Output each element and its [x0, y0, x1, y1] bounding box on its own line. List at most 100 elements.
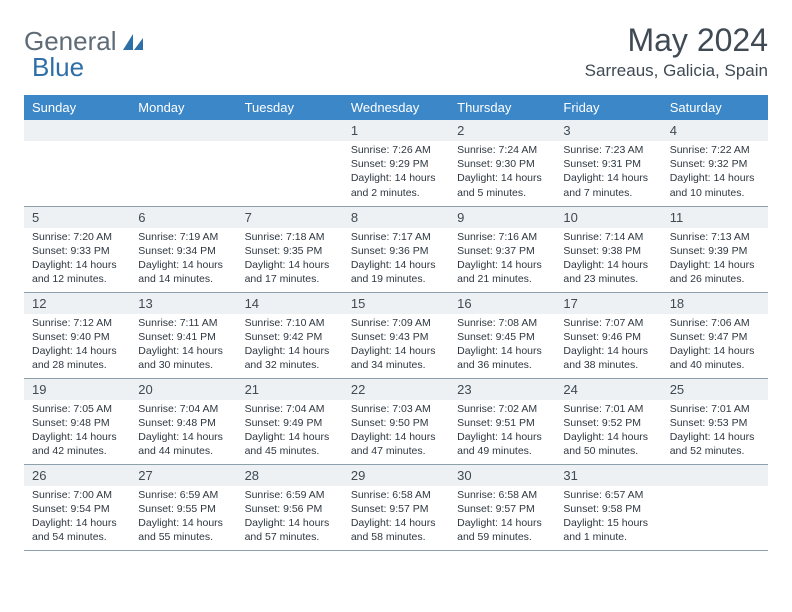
day-number: 29 [343, 465, 449, 486]
day-sun-data: Sunrise: 7:14 AMSunset: 9:38 PMDaylight:… [555, 228, 661, 291]
calendar-day-cell: 8Sunrise: 7:17 AMSunset: 9:36 PMDaylight… [343, 206, 449, 292]
calendar-empty-cell [237, 120, 343, 206]
day-sun-data: Sunrise: 6:57 AMSunset: 9:58 PMDaylight:… [555, 486, 661, 549]
day-sun-data: Sunrise: 6:58 AMSunset: 9:57 PMDaylight:… [449, 486, 555, 549]
day-number: 22 [343, 379, 449, 400]
day-sun-data: Sunrise: 7:22 AMSunset: 9:32 PMDaylight:… [662, 141, 768, 204]
day-sun-data: Sunrise: 7:16 AMSunset: 9:37 PMDaylight:… [449, 228, 555, 291]
calendar-week-row: 1Sunrise: 7:26 AMSunset: 9:29 PMDaylight… [24, 120, 768, 206]
calendar-day-cell: 13Sunrise: 7:11 AMSunset: 9:41 PMDayligh… [130, 292, 236, 378]
calendar-week-row: 12Sunrise: 7:12 AMSunset: 9:40 PMDayligh… [24, 292, 768, 378]
weekday-header: Wednesday [343, 95, 449, 120]
weekday-header: Tuesday [237, 95, 343, 120]
day-number: 23 [449, 379, 555, 400]
month-title: May 2024 [585, 22, 768, 59]
day-sun-data: Sunrise: 7:07 AMSunset: 9:46 PMDaylight:… [555, 314, 661, 377]
day-sun-data: Sunrise: 7:10 AMSunset: 9:42 PMDaylight:… [237, 314, 343, 377]
day-number: 31 [555, 465, 661, 486]
calendar-day-cell: 23Sunrise: 7:02 AMSunset: 9:51 PMDayligh… [449, 378, 555, 464]
calendar-empty-cell [662, 464, 768, 550]
day-number: 19 [24, 379, 130, 400]
calendar-day-cell: 2Sunrise: 7:24 AMSunset: 9:30 PMDaylight… [449, 120, 555, 206]
day-sun-data: Sunrise: 7:18 AMSunset: 9:35 PMDaylight:… [237, 228, 343, 291]
calendar-day-cell: 18Sunrise: 7:06 AMSunset: 9:47 PMDayligh… [662, 292, 768, 378]
day-number: 10 [555, 207, 661, 228]
day-sun-data: Sunrise: 7:03 AMSunset: 9:50 PMDaylight:… [343, 400, 449, 463]
day-sun-data: Sunrise: 7:02 AMSunset: 9:51 PMDaylight:… [449, 400, 555, 463]
calendar-week-row: 19Sunrise: 7:05 AMSunset: 9:48 PMDayligh… [24, 378, 768, 464]
day-number: 12 [24, 293, 130, 314]
calendar-day-cell: 7Sunrise: 7:18 AMSunset: 9:35 PMDaylight… [237, 206, 343, 292]
day-number: 27 [130, 465, 236, 486]
calendar-day-cell: 24Sunrise: 7:01 AMSunset: 9:52 PMDayligh… [555, 378, 661, 464]
calendar-day-cell: 5Sunrise: 7:20 AMSunset: 9:33 PMDaylight… [24, 206, 130, 292]
calendar-empty-cell [24, 120, 130, 206]
calendar-day-cell: 25Sunrise: 7:01 AMSunset: 9:53 PMDayligh… [662, 378, 768, 464]
day-number: 30 [449, 465, 555, 486]
day-sun-data: Sunrise: 7:05 AMSunset: 9:48 PMDaylight:… [24, 400, 130, 463]
calendar-day-cell: 21Sunrise: 7:04 AMSunset: 9:49 PMDayligh… [237, 378, 343, 464]
day-sun-data: Sunrise: 7:11 AMSunset: 9:41 PMDaylight:… [130, 314, 236, 377]
day-number: 6 [130, 207, 236, 228]
day-number: 26 [24, 465, 130, 486]
day-number: 8 [343, 207, 449, 228]
day-number: 2 [449, 120, 555, 141]
day-sun-data: Sunrise: 7:19 AMSunset: 9:34 PMDaylight:… [130, 228, 236, 291]
calendar-day-cell: 29Sunrise: 6:58 AMSunset: 9:57 PMDayligh… [343, 464, 449, 550]
day-number: 21 [237, 379, 343, 400]
calendar-week-row: 26Sunrise: 7:00 AMSunset: 9:54 PMDayligh… [24, 464, 768, 550]
day-sun-data: Sunrise: 7:20 AMSunset: 9:33 PMDaylight:… [24, 228, 130, 291]
day-number: 3 [555, 120, 661, 141]
weekday-header: Saturday [662, 95, 768, 120]
day-sun-data: Sunrise: 7:04 AMSunset: 9:49 PMDaylight:… [237, 400, 343, 463]
calendar-day-cell: 3Sunrise: 7:23 AMSunset: 9:31 PMDaylight… [555, 120, 661, 206]
calendar-day-cell: 20Sunrise: 7:04 AMSunset: 9:48 PMDayligh… [130, 378, 236, 464]
day-number: 7 [237, 207, 343, 228]
calendar-day-cell: 17Sunrise: 7:07 AMSunset: 9:46 PMDayligh… [555, 292, 661, 378]
calendar-day-cell: 12Sunrise: 7:12 AMSunset: 9:40 PMDayligh… [24, 292, 130, 378]
day-number: 15 [343, 293, 449, 314]
calendar-day-cell: 11Sunrise: 7:13 AMSunset: 9:39 PMDayligh… [662, 206, 768, 292]
day-number: 11 [662, 207, 768, 228]
day-number: 4 [662, 120, 768, 141]
calendar-day-cell: 30Sunrise: 6:58 AMSunset: 9:57 PMDayligh… [449, 464, 555, 550]
calendar-day-cell: 27Sunrise: 6:59 AMSunset: 9:55 PMDayligh… [130, 464, 236, 550]
calendar-day-cell: 6Sunrise: 7:19 AMSunset: 9:34 PMDaylight… [130, 206, 236, 292]
calendar-day-cell: 22Sunrise: 7:03 AMSunset: 9:50 PMDayligh… [343, 378, 449, 464]
location: Sarreaus, Galicia, Spain [585, 61, 768, 81]
day-number: 20 [130, 379, 236, 400]
day-sun-data: Sunrise: 7:26 AMSunset: 9:29 PMDaylight:… [343, 141, 449, 204]
calendar-day-cell: 28Sunrise: 6:59 AMSunset: 9:56 PMDayligh… [237, 464, 343, 550]
calendar-day-cell: 16Sunrise: 7:08 AMSunset: 9:45 PMDayligh… [449, 292, 555, 378]
day-sun-data: Sunrise: 6:58 AMSunset: 9:57 PMDaylight:… [343, 486, 449, 549]
calendar-empty-cell [130, 120, 236, 206]
day-number: 17 [555, 293, 661, 314]
day-sun-data: Sunrise: 7:09 AMSunset: 9:43 PMDaylight:… [343, 314, 449, 377]
day-number: 16 [449, 293, 555, 314]
day-sun-data: Sunrise: 7:23 AMSunset: 9:31 PMDaylight:… [555, 141, 661, 204]
logo-sail-icon [121, 32, 145, 52]
day-sun-data: Sunrise: 7:01 AMSunset: 9:53 PMDaylight:… [662, 400, 768, 463]
day-sun-data: Sunrise: 6:59 AMSunset: 9:55 PMDaylight:… [130, 486, 236, 549]
day-sun-data: Sunrise: 7:17 AMSunset: 9:36 PMDaylight:… [343, 228, 449, 291]
day-number: 1 [343, 120, 449, 141]
calendar-day-cell: 4Sunrise: 7:22 AMSunset: 9:32 PMDaylight… [662, 120, 768, 206]
day-sun-data: Sunrise: 7:06 AMSunset: 9:47 PMDaylight:… [662, 314, 768, 377]
day-number: 25 [662, 379, 768, 400]
day-sun-data: Sunrise: 6:59 AMSunset: 9:56 PMDaylight:… [237, 486, 343, 549]
calendar-day-cell: 31Sunrise: 6:57 AMSunset: 9:58 PMDayligh… [555, 464, 661, 550]
day-number: 13 [130, 293, 236, 314]
logo-text-2: Blue [32, 52, 84, 82]
calendar-day-cell: 26Sunrise: 7:00 AMSunset: 9:54 PMDayligh… [24, 464, 130, 550]
day-sun-data: Sunrise: 7:12 AMSunset: 9:40 PMDaylight:… [24, 314, 130, 377]
day-number: 14 [237, 293, 343, 314]
calendar-day-cell: 1Sunrise: 7:26 AMSunset: 9:29 PMDaylight… [343, 120, 449, 206]
weekday-header: Monday [130, 95, 236, 120]
day-sun-data: Sunrise: 7:13 AMSunset: 9:39 PMDaylight:… [662, 228, 768, 291]
weekday-header-row: SundayMondayTuesdayWednesdayThursdayFrid… [24, 95, 768, 120]
day-sun-data: Sunrise: 7:08 AMSunset: 9:45 PMDaylight:… [449, 314, 555, 377]
calendar-day-cell: 14Sunrise: 7:10 AMSunset: 9:42 PMDayligh… [237, 292, 343, 378]
header: General May 2024 Sarreaus, Galicia, Spai… [24, 22, 768, 81]
weekday-header: Sunday [24, 95, 130, 120]
day-number: 18 [662, 293, 768, 314]
